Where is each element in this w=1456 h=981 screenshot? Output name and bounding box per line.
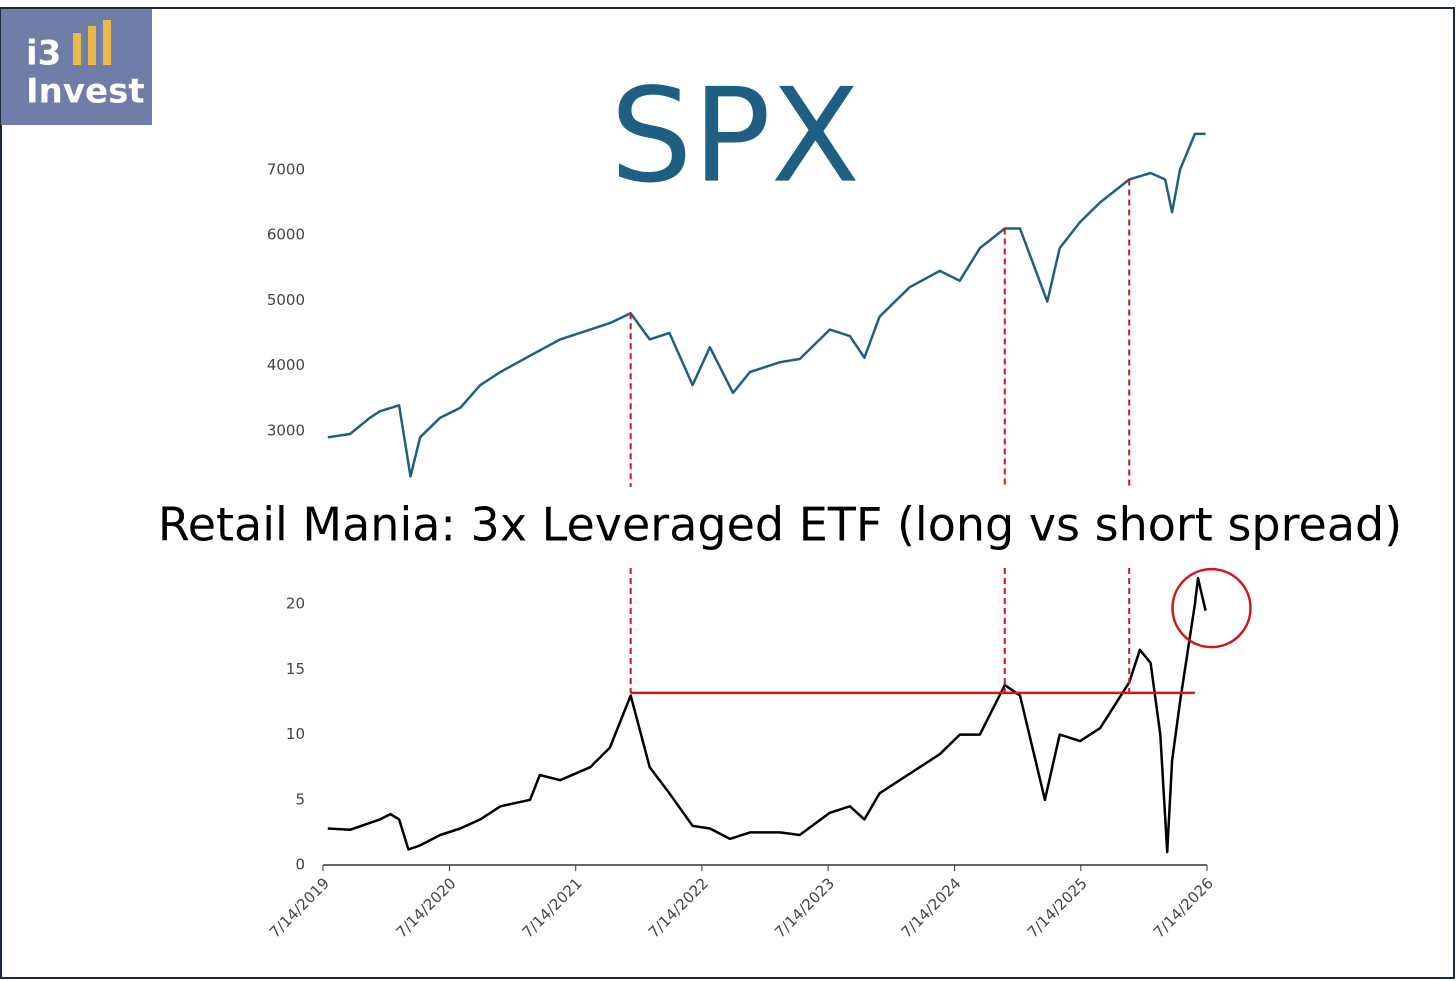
logo-bar — [88, 26, 96, 65]
y-tick-label: 3000 — [267, 421, 305, 439]
data-line — [327, 576, 1207, 854]
frame — [0, 7, 1455, 979]
y-tick-label: 20 — [286, 595, 305, 613]
data-line — [327, 132, 1206, 478]
y-tick-label: 15 — [286, 660, 305, 678]
y-tick-label: 5 — [295, 790, 305, 808]
chart-title: SPX — [610, 60, 860, 212]
logo-box — [1, 9, 152, 125]
logo-text: i3 — [26, 34, 61, 74]
chart-title: Retail Mania: 3x Leveraged ETF (long vs … — [158, 498, 1402, 552]
logo: i3 Invest — [1, 9, 152, 125]
y-tick-label: 4000 — [267, 356, 305, 374]
logo-bar — [103, 20, 111, 65]
annotation-circle — [1171, 567, 1252, 649]
y-tick-label: 10 — [286, 725, 305, 743]
y-tick-label: 5000 — [267, 291, 305, 309]
logo-text: Invest — [26, 72, 145, 112]
y-tick-label: 6000 — [267, 226, 305, 244]
y-tick-label: 0 — [295, 856, 305, 874]
logo-bar — [73, 33, 81, 65]
y-tick-label: 7000 — [267, 160, 305, 178]
